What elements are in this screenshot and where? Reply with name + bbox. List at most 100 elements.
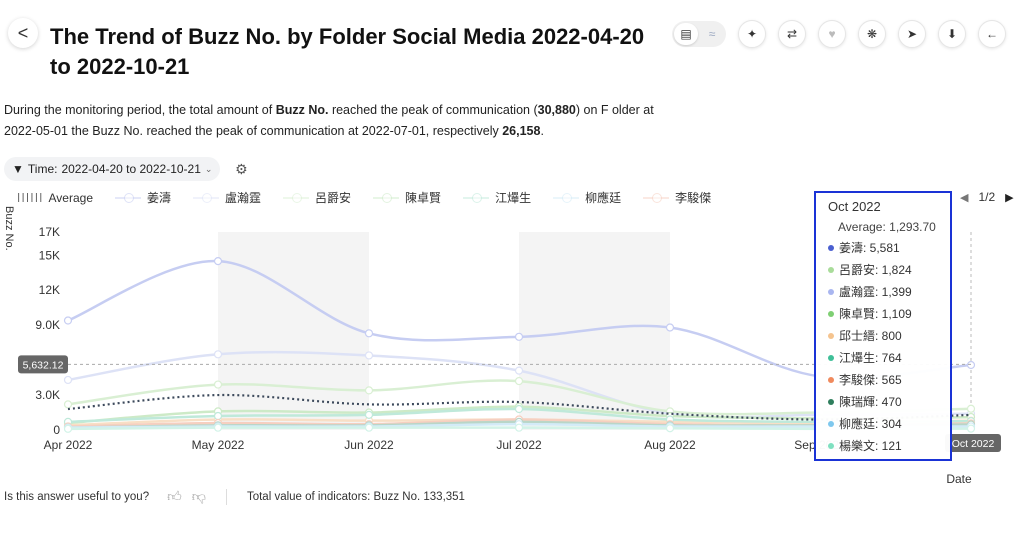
series-swatch-icon bbox=[283, 192, 310, 203]
crosshair-label: 5,632.12 bbox=[23, 359, 64, 371]
filter-row: ▼ Time: 2022-04-20 to 2022-10-21 ⌄ ⚙ bbox=[4, 157, 252, 181]
time-label: Time: bbox=[27, 162, 58, 176]
divider bbox=[225, 488, 227, 505]
y-tick-label: 12K bbox=[39, 283, 60, 297]
legend-item[interactable]: 柳應廷 bbox=[553, 189, 621, 206]
x-axis-label: Date bbox=[946, 472, 972, 485]
series-swatch-icon bbox=[193, 192, 220, 203]
series-dot-icon bbox=[828, 421, 834, 427]
chart-view-icon[interactable]: ≈ bbox=[708, 27, 716, 41]
shaded-band bbox=[218, 232, 369, 430]
tooltip-row: 楊樂文: 121 bbox=[828, 435, 950, 457]
legend-item[interactable]: 江𤒹生 bbox=[463, 189, 531, 206]
legend-label: 柳應廷 bbox=[585, 191, 622, 205]
bug-icon[interactable]: ❋ bbox=[858, 20, 886, 48]
average-swatch-icon: |||||| bbox=[16, 192, 43, 203]
tooltip-row: 李駿傑: 565 bbox=[828, 369, 950, 391]
tooltip-row: 盧瀚霆: 1,399 bbox=[828, 281, 950, 303]
data-point bbox=[966, 360, 976, 370]
data-point bbox=[63, 375, 73, 385]
summary-part: During the monitoring period, the total … bbox=[4, 103, 276, 117]
data-point bbox=[966, 404, 976, 413]
feedback-buttons: 👍︎ 👎︎ bbox=[167, 488, 206, 505]
data-point bbox=[63, 424, 73, 433]
download-icon[interactable]: ⬇ bbox=[938, 20, 966, 48]
data-point bbox=[213, 380, 223, 389]
y-tick-label: 15K bbox=[39, 248, 60, 262]
x-tick-label: Jun 2022 bbox=[344, 438, 394, 452]
x-tick-label: Jul 2022 bbox=[496, 438, 542, 452]
y-tick-label: 9.0K bbox=[35, 318, 60, 332]
tooltip-row-label: 江𤒹生: 764 bbox=[839, 351, 902, 365]
average-line bbox=[67, 393, 972, 421]
next-page-icon[interactable]: ▶ bbox=[1005, 191, 1014, 204]
data-point bbox=[364, 410, 374, 419]
back-arrow-icon[interactable]: ← bbox=[978, 20, 1006, 48]
y-tick-label: 3.0K bbox=[35, 388, 60, 402]
series-swatch-icon bbox=[553, 192, 580, 203]
x-tick-label: Apr 2022 bbox=[44, 438, 93, 452]
view-toggle[interactable]: ▤ ≈ bbox=[672, 21, 726, 47]
prev-page-icon[interactable]: ◀ bbox=[960, 191, 969, 204]
time-value: 2022-04-20 to 2022-10-21 bbox=[61, 162, 201, 176]
series-swatch-icon bbox=[115, 192, 141, 203]
series-dot-icon bbox=[828, 311, 834, 317]
series-dot-icon bbox=[828, 245, 834, 251]
legend-item[interactable]: 呂爵安 bbox=[283, 189, 351, 206]
heart-icon[interactable]: ♥ bbox=[818, 20, 846, 48]
crosshair-badge bbox=[18, 355, 68, 374]
table-view-icon[interactable]: ▤ bbox=[674, 23, 698, 45]
data-point bbox=[213, 257, 223, 266]
gear-icon[interactable]: ⚙ bbox=[235, 160, 248, 177]
data-point bbox=[514, 366, 524, 375]
feedback-question: Is this answer useful to you? bbox=[4, 490, 150, 503]
tooltip-row: 陳卓賢: 1,109 bbox=[828, 303, 950, 325]
summary-part: ) on F older at 2022-05-01 the Buzz No. … bbox=[4, 103, 654, 138]
series-dot-icon bbox=[828, 377, 834, 383]
thumbs-up-icon[interactable]: 👍︎ bbox=[167, 488, 182, 504]
legend-item[interactable]: 陳卓賢 bbox=[373, 189, 441, 206]
chart-tooltip: Oct 2022 Average: 1,293.70 姜濤: 5,581 呂爵安:… bbox=[814, 191, 952, 461]
data-point bbox=[364, 329, 374, 338]
series-dot-icon bbox=[828, 399, 834, 405]
data-point bbox=[514, 423, 524, 432]
legend-label: 陳卓賢 bbox=[405, 191, 442, 205]
data-point bbox=[213, 350, 223, 359]
tooltip-row-label: 呂爵安: 1,824 bbox=[839, 263, 912, 277]
data-point bbox=[514, 404, 524, 414]
legend-label: 姜濤 bbox=[147, 191, 172, 205]
pin-icon[interactable]: ✦ bbox=[738, 20, 766, 48]
tooltip-row: 邱士縉: 800 bbox=[828, 325, 950, 347]
legend-item[interactable]: 姜濤 bbox=[115, 189, 171, 206]
summary-peak-value: 30,880 bbox=[537, 103, 576, 117]
share-icon[interactable]: ➤ bbox=[898, 20, 926, 48]
series-swatch-icon bbox=[463, 192, 490, 203]
legend-label: 李駿傑 bbox=[675, 191, 712, 205]
tooltip-rows: 姜濤: 5,581 呂爵安: 1,824 盧瀚霆: 1,399 陳卓賢: 1,109 邱… bbox=[828, 237, 950, 457]
legend-item[interactable]: 盧瀚霆 bbox=[193, 189, 261, 206]
legend-item-average[interactable]: |||||| Average bbox=[16, 191, 93, 205]
tooltip-row: 呂爵安: 1,824 bbox=[828, 259, 950, 281]
summary-part: reached the peak of communication ( bbox=[328, 103, 538, 117]
y-axis-label: Buzz No. bbox=[3, 206, 15, 251]
tooltip-title: Oct 2022 bbox=[828, 199, 881, 214]
data-point bbox=[665, 323, 675, 332]
data-point bbox=[966, 424, 976, 433]
legend-label: 江𤒹生 bbox=[495, 191, 532, 205]
data-point bbox=[364, 351, 374, 360]
swap-icon[interactable]: ⇄ bbox=[778, 20, 806, 48]
legend-item[interactable]: 李駿傑 bbox=[643, 189, 711, 206]
back-button[interactable]: < bbox=[8, 18, 38, 48]
tooltip-row-label: 陳瑞輝: 470 bbox=[839, 395, 902, 409]
chart-legend: |||||| Average 姜濤 盧瀚霆 呂爵安 陳卓賢 江𤒹生 柳應廷 李駿… bbox=[16, 189, 733, 206]
tooltip-row-label: 楊樂文: 121 bbox=[839, 439, 902, 453]
legend-pager: ◀ 1/2 ▶ bbox=[960, 190, 1014, 204]
data-point bbox=[213, 411, 223, 421]
series-swatch-icon bbox=[373, 192, 400, 203]
time-filter[interactable]: ▼ Time: 2022-04-20 to 2022-10-21 ⌄ bbox=[4, 157, 221, 181]
data-point bbox=[213, 423, 223, 432]
thumbs-down-icon[interactable]: 👎︎ bbox=[191, 488, 206, 504]
tooltip-row: 姜濤: 5,581 bbox=[828, 237, 950, 259]
tooltip-row-label: 柳應廷: 304 bbox=[839, 417, 902, 431]
y-tick-label: 17K bbox=[39, 225, 60, 239]
